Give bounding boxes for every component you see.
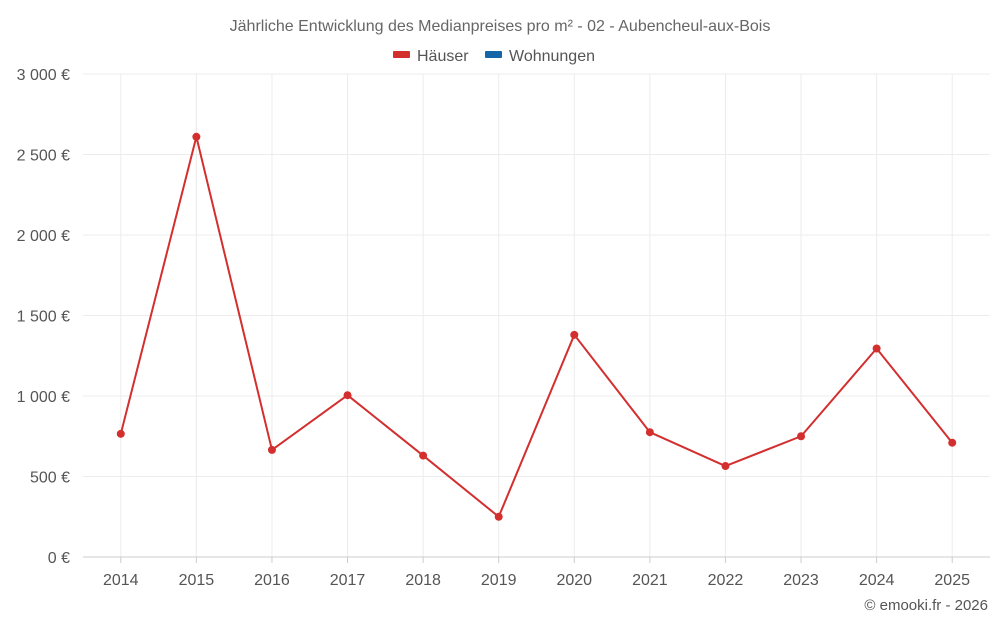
data-point[interactable] — [116, 429, 125, 438]
x-tick-label: 2021 — [632, 572, 668, 589]
series-line — [119, 135, 953, 518]
y-axis: 0 € 500 € 1 000 € 1 500 € 2 000 € 2 500 € 3 00… — [17, 67, 70, 567]
legend-swatch-wohnungen — [485, 51, 502, 58]
x-axis: 2014 2015 2016 2017 2018 2019 2020 2021 2022 2023… — [83, 556, 990, 589]
x-tick-label: 2023 — [783, 572, 819, 589]
data-point[interactable] — [267, 445, 276, 454]
grid — [83, 73, 990, 557]
legend-label-wohnungen: Wohnungen — [509, 48, 595, 65]
y-tick-label: 500 € — [30, 470, 70, 487]
chart-title: Jährliche Entwicklung des Medianpreises … — [230, 18, 771, 35]
legend-label-haeuser: Häuser — [417, 48, 469, 65]
legend-item-wohnungen[interactable]: Wohnungen — [485, 48, 595, 65]
x-tick-label: 2020 — [556, 572, 592, 589]
y-tick-label: 0 € — [48, 550, 70, 567]
x-tick-label: 2017 — [330, 572, 366, 589]
legend-item-haeuser[interactable]: Häuser — [393, 48, 469, 65]
legend: Häuser Wohnungen — [393, 48, 595, 65]
x-tick-label: 2022 — [708, 572, 744, 589]
data-point[interactable] — [192, 132, 201, 141]
data-point[interactable] — [872, 344, 881, 353]
y-tick-label: 1 500 € — [17, 309, 70, 326]
x-tick-label: 2018 — [405, 572, 441, 589]
x-tick-label: 2015 — [179, 572, 215, 589]
y-tick-label: 3 000 € — [17, 67, 70, 84]
legend-swatch-haeuser — [393, 51, 410, 58]
data-point[interactable] — [570, 330, 579, 339]
data-point[interactable] — [797, 432, 806, 441]
y-tick-label: 2 000 € — [17, 228, 70, 245]
credit-text: © emooki.fr - 2026 — [864, 597, 988, 614]
data-point[interactable] — [948, 438, 957, 447]
data-point[interactable] — [494, 512, 503, 521]
data-point[interactable] — [419, 451, 428, 460]
y-tick-label: 2 500 € — [17, 148, 70, 165]
series-haeuser — [116, 132, 957, 521]
x-tick-label: 2019 — [481, 572, 517, 589]
data-point[interactable] — [645, 428, 654, 437]
x-tick-label: 2025 — [934, 572, 970, 589]
x-tick-label: 2014 — [103, 572, 139, 589]
y-tick-label: 1 000 € — [17, 389, 70, 406]
x-tick-label: 2024 — [859, 572, 895, 589]
x-tick-label: 2016 — [254, 572, 290, 589]
data-point[interactable] — [721, 462, 730, 471]
data-point[interactable] — [343, 391, 352, 400]
